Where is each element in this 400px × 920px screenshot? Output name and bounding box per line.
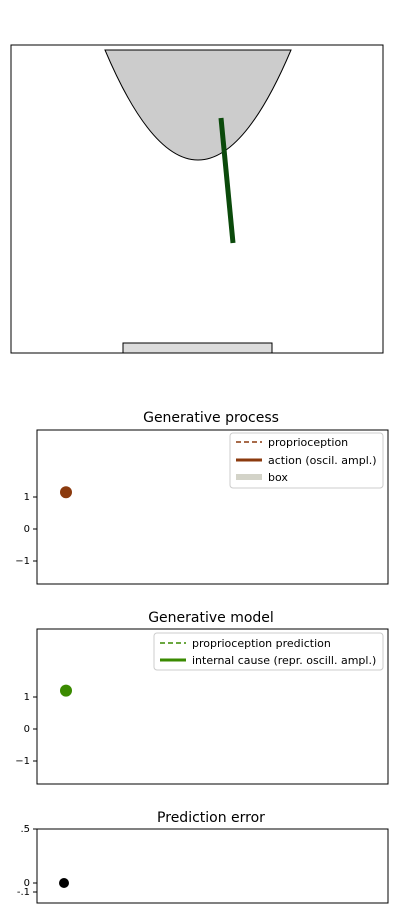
gp-ytick-m1: −1 [15,556,30,567]
generative-model-panel: Generative model 1 0 −1 proprioception p… [15,610,389,785]
gp-title: Generative process [143,410,279,426]
gm-point [60,684,72,697]
gm-legend-box [153,632,384,671]
pe-title: Prediction error [157,810,265,826]
gm-ytick-m1: −1 [15,756,30,767]
gp-legend-boxlabel: box [268,471,288,484]
gp-point [60,486,72,499]
gm-legend: proprioception prediction internal cause… [153,632,384,671]
arm [218,117,236,244]
prediction-error-panel: Prediction error .5 0 -.1 [17,810,389,904]
pe-ytick-0: 0 [24,878,30,889]
pe-point [59,878,69,888]
parabola-container [104,49,292,161]
gm-legend-prediction: proprioception prediction [192,637,331,650]
gp-ytick-0: 0 [24,524,30,535]
gp-legend-box [229,432,384,489]
pe-ytick-m01: -.1 [17,887,30,898]
gm-ytick-0: 0 [24,724,30,735]
gm-legend-cause: internal cause (repr. oscill. ampl.) [192,654,376,667]
gp-legend-proprioception: proprioception [268,436,348,449]
box [122,342,273,354]
generative-process-panel: Generative process 1 0 −1 proprioception… [15,410,389,585]
pe-axes [36,828,389,904]
gp-legend-action: action (oscil. ampl.) [268,454,377,467]
scene-panel [10,44,384,354]
pe-ytick-05: .5 [20,824,30,835]
gm-title: Generative model [148,610,274,626]
gp-legend: proprioception action (oscil. ampl.) box [229,432,384,489]
gp-ytick-1: 1 [24,492,30,503]
gm-ytick-1: 1 [24,692,30,703]
